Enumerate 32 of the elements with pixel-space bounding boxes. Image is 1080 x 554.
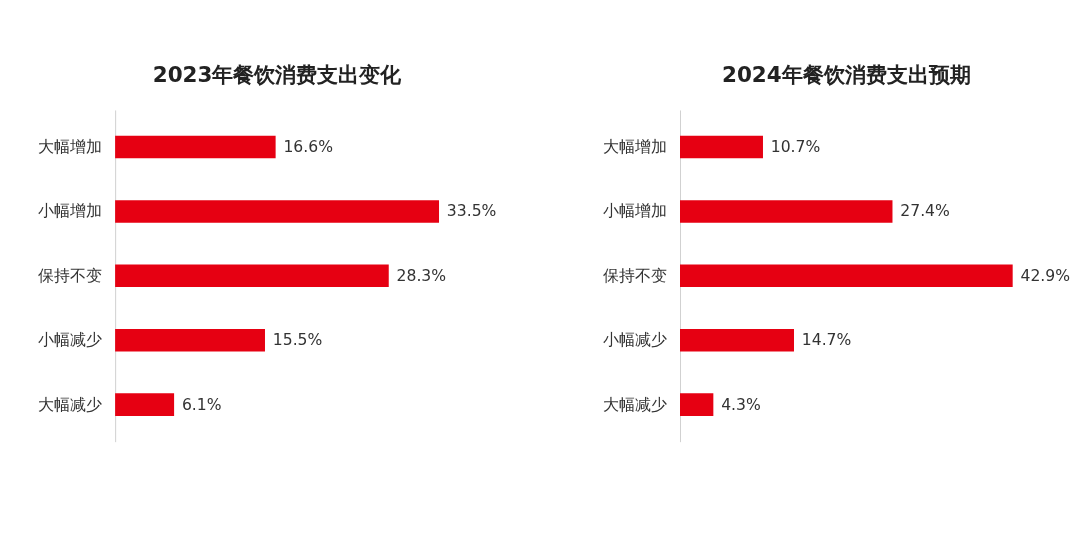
bar	[680, 135, 763, 159]
y-tick-label: 大幅增加	[37, 137, 102, 156]
data-label: 14.7%	[801, 331, 852, 350]
y-tick-label: 小幅增加	[602, 202, 667, 221]
data-label: 27.4%	[900, 202, 950, 221]
data-label: 16.6%	[283, 137, 333, 156]
data-label: 33.5%	[446, 202, 497, 221]
data-label: 4.3%	[721, 395, 761, 414]
bar	[680, 264, 1013, 288]
y-tick-label: 小幅减少	[602, 331, 667, 350]
y-tick-label: 大幅减少	[602, 395, 667, 414]
data-label: 10.7%	[770, 137, 821, 156]
bar	[115, 200, 440, 223]
data-label: 15.5%	[272, 331, 323, 350]
y-tick-label: 小幅增加	[37, 202, 102, 221]
bar	[115, 135, 276, 159]
y-tick-label: 保持不变	[602, 266, 667, 285]
bar	[115, 264, 389, 288]
chart-title: 2023年餐饮消费支出变化	[152, 61, 403, 87]
bar	[680, 393, 714, 416]
data-label: 28.3%	[396, 266, 447, 285]
bar	[115, 393, 175, 416]
bar	[680, 328, 794, 352]
bar	[680, 200, 893, 223]
y-tick-label: 保持不变	[37, 266, 102, 285]
data-label: 42.9%	[1020, 266, 1071, 285]
y-tick-label: 大幅减少	[37, 395, 102, 414]
chart-title: 2024年餐饮消费支出预期	[721, 61, 971, 87]
data-label: 6.1%	[181, 395, 222, 414]
y-tick-label: 小幅减少	[37, 331, 102, 350]
bar	[115, 328, 265, 352]
y-tick-label: 大幅增加	[602, 137, 667, 156]
